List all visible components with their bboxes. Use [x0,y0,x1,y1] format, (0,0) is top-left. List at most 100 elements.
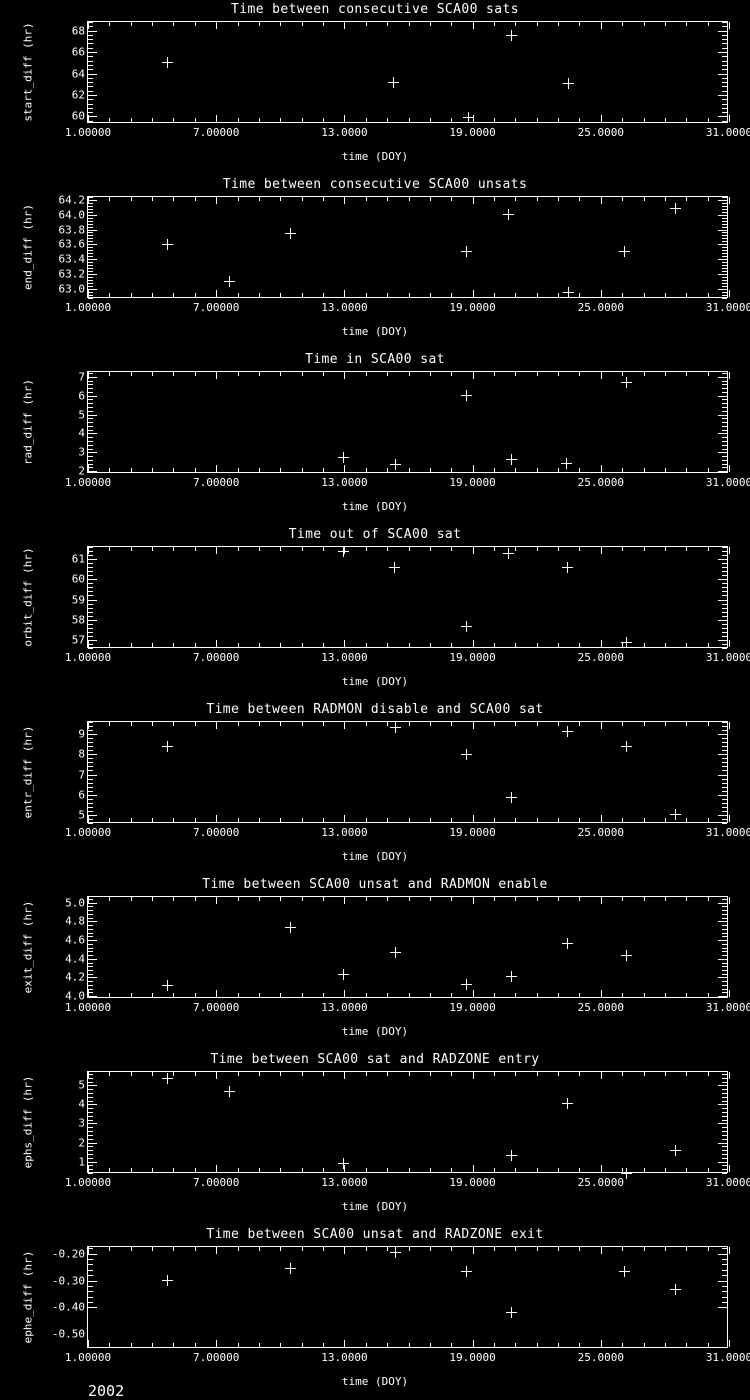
y-axis-tick [88,973,93,975]
x-axis-tick [365,293,367,297]
y-axis-tick [88,750,93,752]
y-axis-tick [88,1119,93,1121]
x-axis-tick [408,897,410,901]
x-axis-tick [258,897,260,901]
y-axis-tick [722,1302,727,1304]
y-axis-tick [88,1138,93,1140]
y-axis-tick [88,607,93,609]
plot-frame: 1.00000 7.00000 13.0000 19.0000 25.0000 31.00… [59,193,750,314]
y-axis-tick [722,591,727,593]
y-axis-tick [722,26,727,28]
x-axis-tick [258,118,260,122]
y-axis-tick [722,746,727,748]
x-axis-tick [600,1072,602,1079]
y-axis-tick [722,380,727,382]
x-axis-tick [451,1247,453,1251]
y-axis-tick [718,977,727,979]
x-axis-tick [579,468,581,472]
y-axis-tick [722,388,727,390]
x-axis-tick [88,1247,89,1254]
x-axis-tick [408,293,410,297]
y-axis-tick [722,555,727,557]
x-axis-tick [622,1247,624,1251]
y-axis-tick [722,992,727,994]
y-axis-tick [88,279,93,281]
x-axis-tick [558,1072,560,1076]
y-axis-tick [88,778,93,780]
y-axis-tick [722,932,727,934]
x-axis-tick [365,993,367,997]
x-axis-tick [579,293,581,297]
y-axis-tick [88,26,93,28]
y-axis-tick [718,259,727,261]
data-point-marker [285,1262,297,1274]
x-axis-tick [707,1247,709,1251]
x-axis-tick [365,818,367,822]
x-axis-label: time (DOY) [341,1025,409,1038]
x-axis-tick [323,897,325,901]
y-axis-tick [88,583,93,585]
y-axis-tick [88,730,93,732]
x-tick-label: 19.0000 [449,301,496,314]
y-axis-tick [88,425,93,427]
x-axis-tick [301,1343,303,1347]
y-axis-tick [718,774,727,776]
x-axis-tick [472,115,474,122]
plot-frame: 1.00000 7.00000 13.0000 19.0000 25.0000 31.00… [65,896,750,1014]
x-axis-tick [173,993,175,997]
x-axis-tick [643,197,645,201]
y-axis-tick [88,288,97,290]
x-axis-tick [216,897,218,904]
plot-panel: Time between SCA00 unsat and RADMON enab… [0,875,750,1050]
x-axis-tick [88,1340,89,1347]
x-axis-tick [323,293,325,297]
x-axis-tick [344,290,346,297]
y-axis-tick [88,1291,93,1293]
y-axis-tick [88,267,93,269]
x-axis-tick [88,897,89,904]
y-axis-label: orbit_diff (hr) [21,547,35,647]
x-axis-tick [344,372,346,379]
x-tick-label: 13.0000 [321,126,368,139]
y-axis-tick [88,1077,93,1079]
y-axis-tick [88,754,97,756]
y-axis-tick [88,391,93,393]
x-axis-tick [515,643,517,647]
x-axis-tick [109,993,111,997]
x-axis-tick [258,1168,260,1172]
plot-area: 1.00000 7.00000 13.0000 19.0000 25.0000 31.00… [65,896,750,1014]
x-axis-tick [686,22,688,26]
y-axis-tick [718,814,727,816]
x-tick-label: 19.0000 [449,476,496,489]
y-axis-tick [88,297,93,299]
x-axis-tick [451,818,453,822]
x-axis-tick [280,468,282,472]
y-axis-tick [722,297,727,299]
y-axis-tick [722,984,727,986]
y-axis-tick [88,962,93,964]
y-axis-tick [88,943,93,945]
x-axis-tick [387,1072,389,1076]
y-axis-tick [88,39,93,41]
y-axis-tick [88,898,93,900]
y-axis-tick [88,448,93,450]
y-axis-tick [722,1073,727,1075]
y-axis-tick [88,814,97,816]
y-axis-tick [722,1264,727,1266]
x-axis-tick [558,22,560,26]
x-axis-tick [536,1343,538,1347]
y-tick-label: 60 [71,572,85,586]
x-axis-tick [707,118,709,122]
y-axis-tick [718,376,727,378]
y-axis-tick [88,69,93,71]
x-axis-tick [600,815,602,822]
x-axis-tick [280,118,282,122]
y-axis-tick [722,56,727,58]
y-axis-tick [88,1142,97,1144]
x-axis-label: time (DOY) [341,1200,409,1213]
x-axis-tick [622,197,624,201]
x-axis-tick [109,293,111,297]
x-axis-tick [729,1247,730,1254]
y-axis-tick [88,742,93,744]
x-axis-tick [88,547,89,554]
